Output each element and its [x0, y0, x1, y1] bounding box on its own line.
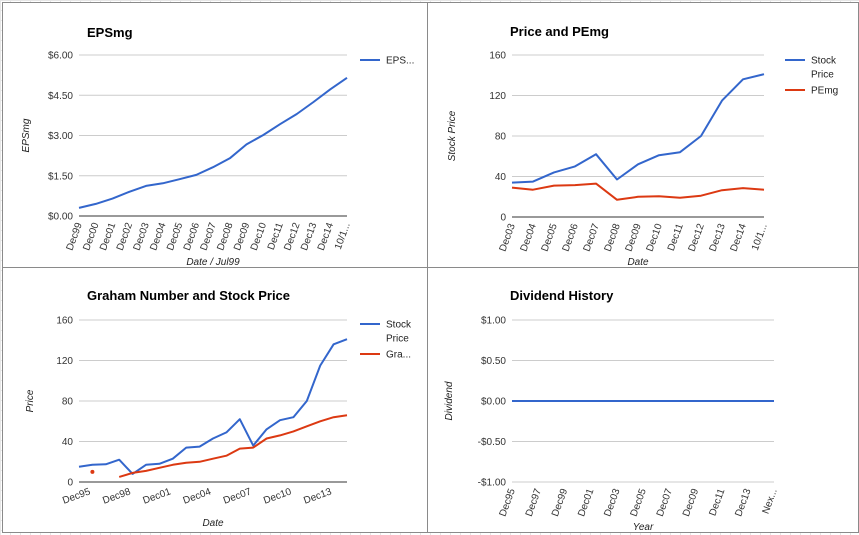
x-tick-label: Dec99 — [550, 487, 570, 518]
x-tick-label: Dec14 — [729, 222, 749, 253]
x-tick-label: Dec06 — [561, 222, 581, 253]
x-axis-label: Date — [627, 257, 649, 268]
series-line — [78, 338, 348, 475]
y-axis-label: Price — [25, 389, 36, 412]
x-tick-label: Dec95 — [61, 486, 92, 506]
y-tick-label: 80 — [62, 397, 74, 408]
x-tick-label: Nex... — [761, 487, 780, 515]
eps-chart-panel: EPSmg $0.00 $1.50 $3.00 $4.50 $6.00 Dec99 Dec00… — [2, 2, 428, 268]
y-tick-label: $1.00 — [481, 316, 506, 327]
y-tick-label: 40 — [495, 172, 507, 183]
y-tick-label: 120 — [56, 356, 73, 367]
chart-title: Graham Number and Stock Price — [87, 288, 290, 303]
y-axis-label: Dividend — [444, 381, 455, 420]
chart-eps: EPSmg$0.00$1.50$3.00$4.50$6.00Dec99Dec00… — [21, 25, 414, 268]
series-line — [118, 414, 348, 478]
x-tick-label: Dec07 — [222, 486, 253, 506]
legend-label: Stock Price — [811, 56, 837, 81]
x-tick-label: Dec01 — [576, 487, 596, 518]
chart-dividend: Dividend History -$1.00 -$0.50 $0.00 $0.50 $1… — [444, 288, 780, 533]
x-tick-label: Dec03 — [498, 222, 518, 253]
y-tick-label: -$0.50 — [478, 437, 507, 448]
y-axis-label: EPSmg — [21, 118, 32, 152]
legend-label: Gra... — [386, 350, 411, 361]
legend-label: PEmg — [811, 86, 838, 97]
x-tick-label: Dec13 — [302, 486, 333, 506]
x-tick-label: 10/1... — [333, 221, 353, 251]
series-line — [511, 182, 765, 201]
series-point — [90, 469, 95, 474]
x-tick-label: Dec98 — [101, 486, 132, 506]
x-tick-label: Dec04 — [519, 222, 539, 253]
y-tick-label: $0.50 — [481, 356, 506, 367]
y-tick-label: -$1.00 — [478, 478, 507, 489]
x-tick-label: 10/1... — [750, 222, 770, 252]
y-tick-label: 160 — [489, 51, 506, 62]
y-tick-label: $0.00 — [48, 212, 73, 223]
chart-graham: Graham Number and Stock Price 0 40 80 120 160… — [25, 288, 412, 529]
y-tick-label: $3.00 — [48, 131, 73, 142]
y-tick-label: $4.50 — [48, 91, 73, 102]
y-tick-label: 0 — [500, 213, 506, 224]
x-tick-label: Dec97 — [524, 487, 544, 518]
x-tick-label: Dec09 — [624, 222, 644, 253]
y-tick-label: 120 — [489, 91, 506, 102]
x-tick-label: Dec95 — [498, 487, 518, 518]
x-tick-label: Dec10 — [262, 486, 293, 506]
y-tick-label: $1.50 — [48, 171, 73, 182]
series-line — [78, 76, 348, 209]
y-axis-label: Stock Price — [447, 110, 458, 161]
x-tick-label: Dec07 — [655, 487, 675, 518]
chart-title: Dividend History — [510, 288, 614, 303]
graham-chart-panel: Graham Number and Stock Price 0 40 80 120 160… — [2, 267, 428, 533]
x-axis-label: Date / Jul99 — [186, 257, 240, 268]
chart-title: Price and PEmg — [510, 24, 609, 39]
x-tick-label: Dec04 — [182, 486, 213, 506]
x-tick-label: Dec03 — [602, 487, 622, 518]
x-tick-label: Dec07 — [582, 222, 602, 253]
chart-title: EPSmg — [87, 25, 133, 40]
x-tick-label: Dec10 — [645, 222, 665, 253]
y-tick-label: $6.00 — [48, 51, 73, 62]
dividend-chart-panel: Dividend History -$1.00 -$0.50 $0.00 $0.50 $1… — [427, 267, 859, 533]
legend-label: EPS... — [386, 56, 414, 67]
x-axis-label: Year — [633, 522, 654, 533]
x-tick-label: Dec12 — [687, 222, 707, 253]
x-tick-label: Dec09 — [681, 487, 701, 518]
x-tick-label: Dec13 — [733, 487, 753, 518]
y-tick-label: 0 — [67, 478, 73, 489]
x-tick-label: Dec11 — [666, 222, 686, 253]
x-tick-label: Dec13 — [708, 222, 728, 253]
y-tick-label: $0.00 — [481, 397, 506, 408]
y-tick-label: 80 — [495, 132, 507, 143]
x-tick-label: Dec08 — [603, 222, 623, 253]
legend-label: Stock Price — [386, 320, 412, 345]
x-axis-label: Date — [202, 518, 224, 529]
y-tick-label: 160 — [56, 316, 73, 327]
x-tick-label: Dec05 — [540, 222, 560, 253]
x-tick-label: Dec11 — [707, 487, 727, 518]
series-line — [511, 73, 765, 184]
chart-price_pe: Price and PEmg 0 40 80 120 160 Dec03 Dec04 Dec05… — [447, 24, 838, 268]
price-pe-chart-panel: Price and PEmg 0 40 80 120 160 Dec03 Dec04 Dec05… — [427, 2, 859, 268]
x-tick-label: Dec01 — [142, 486, 173, 506]
x-tick-label: Dec05 — [629, 487, 649, 518]
y-tick-label: 40 — [62, 437, 74, 448]
